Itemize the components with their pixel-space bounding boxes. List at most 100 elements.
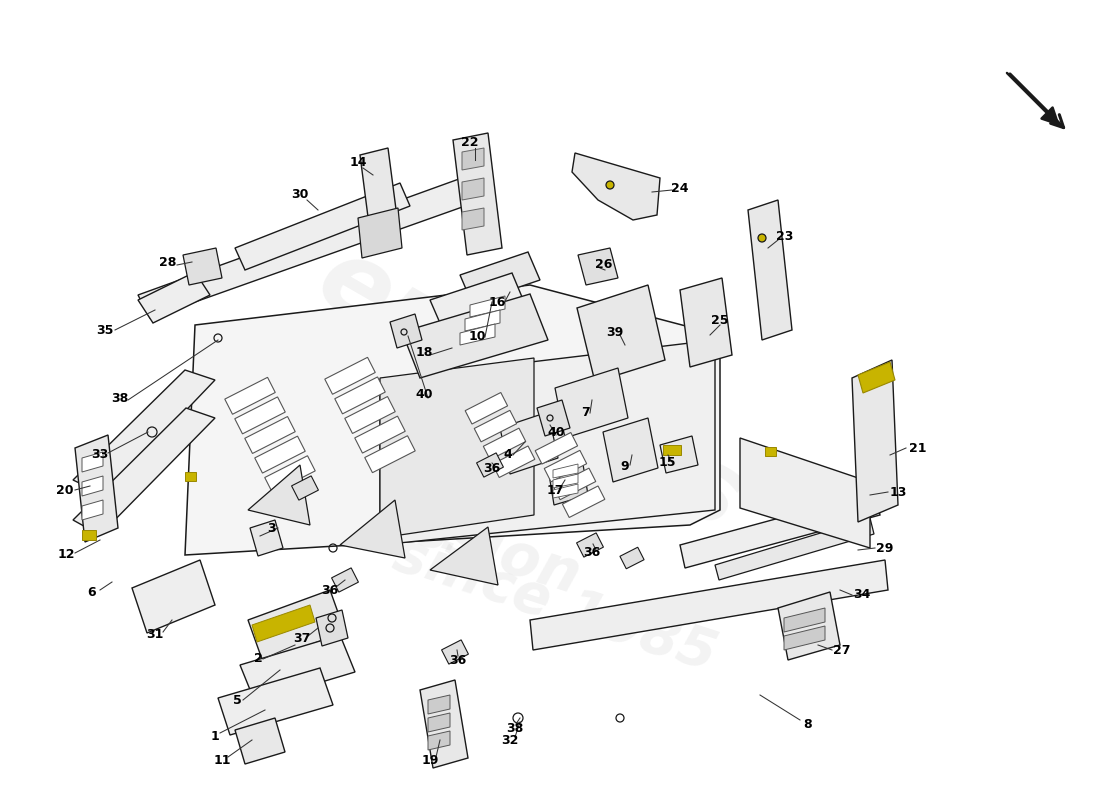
Text: 16: 16 xyxy=(488,295,506,309)
Polygon shape xyxy=(715,518,874,580)
Polygon shape xyxy=(660,436,698,473)
Polygon shape xyxy=(536,433,578,464)
Polygon shape xyxy=(428,731,450,750)
Polygon shape xyxy=(73,370,214,495)
Polygon shape xyxy=(460,324,495,345)
Polygon shape xyxy=(265,456,316,493)
Text: 3: 3 xyxy=(267,522,276,534)
Text: 13: 13 xyxy=(889,486,906,498)
Bar xyxy=(663,445,681,455)
Polygon shape xyxy=(252,605,315,642)
Polygon shape xyxy=(483,428,526,460)
Polygon shape xyxy=(578,248,618,285)
Polygon shape xyxy=(493,446,535,478)
Text: europes: europes xyxy=(299,227,761,553)
Text: 2: 2 xyxy=(254,653,263,666)
Polygon shape xyxy=(740,438,870,548)
Polygon shape xyxy=(462,208,484,230)
Polygon shape xyxy=(680,278,732,367)
Polygon shape xyxy=(316,610,348,646)
Polygon shape xyxy=(138,175,482,318)
Polygon shape xyxy=(420,680,468,768)
Text: 9: 9 xyxy=(620,461,629,474)
Polygon shape xyxy=(562,486,605,518)
Polygon shape xyxy=(292,476,318,500)
Polygon shape xyxy=(553,464,578,478)
Polygon shape xyxy=(331,568,359,592)
Polygon shape xyxy=(358,208,402,258)
Polygon shape xyxy=(183,248,222,285)
Polygon shape xyxy=(132,560,214,633)
Text: 40: 40 xyxy=(548,426,564,439)
Text: 10: 10 xyxy=(469,330,486,343)
Polygon shape xyxy=(530,560,888,650)
Polygon shape xyxy=(553,474,578,488)
Text: 28: 28 xyxy=(160,255,177,269)
Text: 29: 29 xyxy=(877,542,893,554)
Polygon shape xyxy=(324,358,375,394)
Text: 30: 30 xyxy=(292,189,309,202)
Polygon shape xyxy=(453,133,502,255)
Polygon shape xyxy=(476,453,504,477)
Polygon shape xyxy=(245,417,295,454)
Polygon shape xyxy=(462,178,484,200)
Text: 7: 7 xyxy=(581,406,590,419)
Polygon shape xyxy=(354,416,405,453)
Polygon shape xyxy=(603,418,658,482)
Polygon shape xyxy=(465,393,507,424)
Polygon shape xyxy=(441,640,469,664)
Polygon shape xyxy=(248,465,310,525)
Polygon shape xyxy=(248,590,345,662)
Polygon shape xyxy=(235,718,285,764)
Polygon shape xyxy=(334,377,385,414)
Polygon shape xyxy=(578,285,666,382)
Polygon shape xyxy=(390,314,422,348)
Text: 36: 36 xyxy=(583,546,601,558)
Polygon shape xyxy=(572,153,660,220)
Polygon shape xyxy=(784,608,825,632)
Text: 36: 36 xyxy=(483,462,500,474)
Polygon shape xyxy=(75,435,118,542)
Text: 8: 8 xyxy=(804,718,812,730)
Polygon shape xyxy=(379,340,715,545)
Text: 36: 36 xyxy=(450,654,466,666)
Text: 11: 11 xyxy=(213,754,231,766)
Polygon shape xyxy=(462,148,484,170)
Text: a passion: a passion xyxy=(273,454,587,606)
Text: 35: 35 xyxy=(97,323,113,337)
Bar xyxy=(185,472,196,481)
Polygon shape xyxy=(344,397,395,434)
Text: 38: 38 xyxy=(506,722,524,734)
Polygon shape xyxy=(858,362,895,393)
Text: 40: 40 xyxy=(416,389,432,402)
Text: 19: 19 xyxy=(421,754,439,766)
Text: 21: 21 xyxy=(910,442,926,454)
Text: 23: 23 xyxy=(777,230,794,243)
Polygon shape xyxy=(500,412,558,474)
Polygon shape xyxy=(235,183,410,270)
Polygon shape xyxy=(748,200,792,340)
Text: 4: 4 xyxy=(504,449,513,462)
Polygon shape xyxy=(402,294,548,378)
Polygon shape xyxy=(365,436,415,473)
Text: 12: 12 xyxy=(57,549,75,562)
Polygon shape xyxy=(379,358,534,538)
Circle shape xyxy=(606,181,614,189)
Polygon shape xyxy=(428,695,450,714)
Polygon shape xyxy=(224,378,275,414)
Text: 6: 6 xyxy=(88,586,97,598)
Polygon shape xyxy=(784,626,825,650)
Polygon shape xyxy=(138,272,210,323)
Text: 34: 34 xyxy=(854,589,871,602)
Polygon shape xyxy=(250,520,283,556)
Text: 32: 32 xyxy=(502,734,519,746)
Polygon shape xyxy=(82,476,103,496)
Polygon shape xyxy=(474,410,517,442)
Text: 39: 39 xyxy=(606,326,624,338)
Polygon shape xyxy=(73,408,214,535)
Polygon shape xyxy=(234,397,285,434)
Text: 36: 36 xyxy=(321,583,339,597)
Text: 26: 26 xyxy=(595,258,613,271)
Text: 20: 20 xyxy=(56,483,74,497)
Text: 22: 22 xyxy=(461,137,478,150)
